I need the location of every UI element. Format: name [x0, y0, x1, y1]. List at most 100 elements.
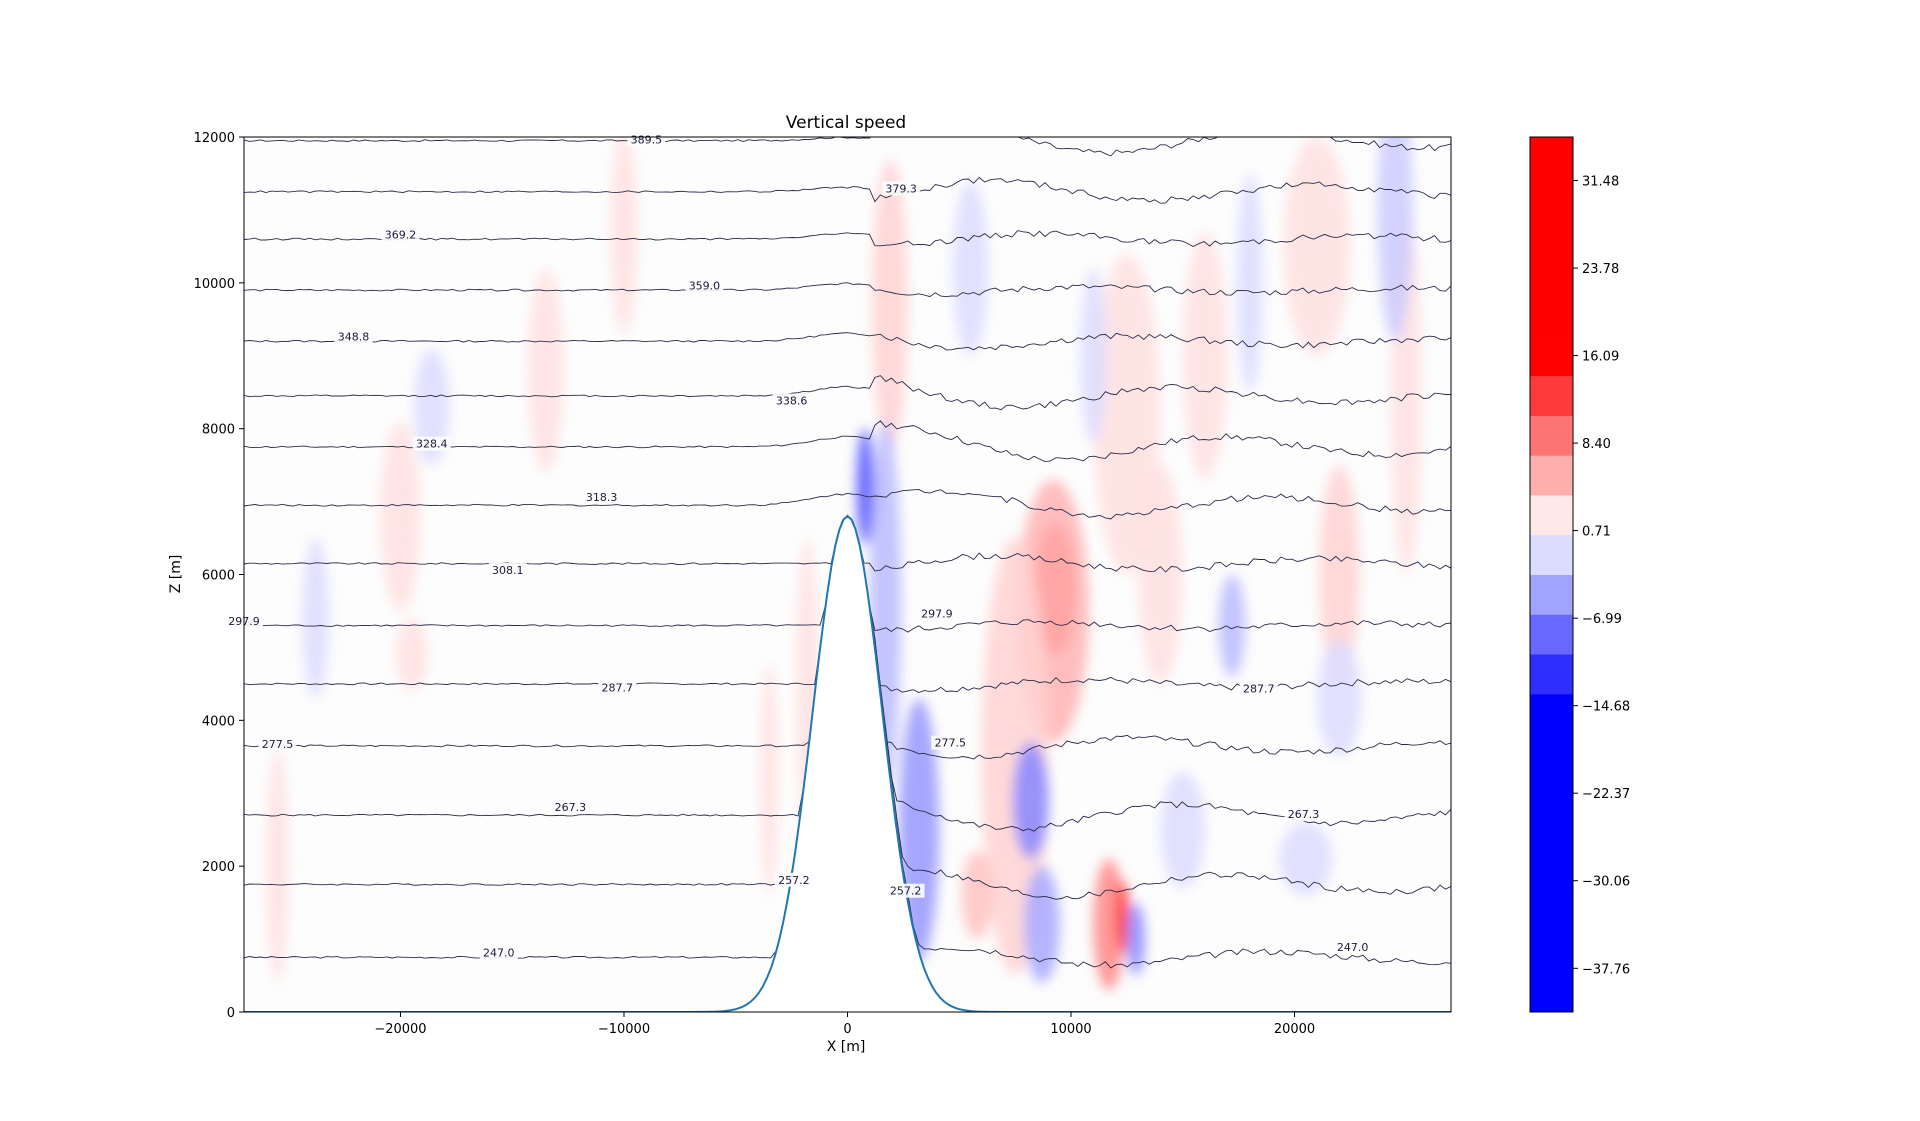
colorbar-tick-label: −30.06	[1582, 875, 1630, 890]
contour-label-background	[412, 436, 451, 451]
updraft-region	[1138, 465, 1183, 684]
colorbar-segment	[1530, 693, 1573, 735]
x-tick-label: 20000	[1274, 1022, 1315, 1037]
contour-labels: 369.2 379.3 389.5 359.0 348.8 338.6 328.4 318.3…	[225, 132, 1372, 960]
contour-label: 267.3	[555, 801, 587, 814]
colorbar-segment	[1530, 892, 1573, 933]
y-tick-label: 2000	[202, 860, 235, 875]
updraft-region	[1182, 231, 1228, 480]
contour-label-background	[551, 799, 590, 814]
downdraft-region	[1278, 822, 1333, 896]
downdraft-region	[1218, 574, 1246, 677]
theta-contour-line	[244, 176, 1451, 204]
contour-label-background	[627, 132, 666, 147]
downdraft-region	[1160, 771, 1206, 889]
contour-label-background	[381, 227, 420, 242]
contour-label: 328.4	[416, 438, 448, 451]
updraft-region	[872, 158, 908, 451]
colorbar-tick-label: 0.71	[1582, 525, 1611, 540]
updraft-region	[1319, 465, 1360, 684]
contour-label-background	[1284, 807, 1323, 822]
chart-title: Vertical speed	[786, 113, 906, 133]
colorbar: 31.48 23.78 16.09 8.40 0.71 −6.99 −14.68 −22.37…	[1529, 136, 1630, 1013]
updraft-region	[1093, 253, 1161, 575]
contour-label: 379.3	[885, 183, 917, 196]
theta-contour-line	[244, 332, 1451, 351]
contour-label-background	[598, 680, 637, 695]
contour-label: 308.1	[492, 564, 524, 577]
colorbar-segment	[1530, 176, 1573, 218]
colorbar-tick-label: 23.78	[1582, 262, 1619, 277]
x-tick-label: 10000	[1050, 1022, 1091, 1037]
theta-contour-line	[244, 282, 1451, 298]
contour-label: 338.6	[776, 395, 808, 408]
colorbar-segment	[1530, 415, 1573, 456]
contour-label: 297.9	[921, 608, 953, 621]
contour-label: 277.5	[935, 737, 967, 750]
y-tick-label: 10000	[194, 277, 235, 292]
x-tick-label: −10000	[598, 1022, 650, 1037]
y-axis-label: Z [m]	[168, 555, 184, 594]
contour-label: 348.8	[338, 331, 370, 344]
y-tick-label: 8000	[202, 423, 235, 438]
contour-label-background	[334, 329, 373, 344]
contour-label-background	[886, 883, 925, 898]
updraft-region	[760, 662, 779, 896]
x-tick-label: −20000	[374, 1022, 426, 1037]
colorbar-segment	[1530, 335, 1573, 377]
contour-label: 287.7	[602, 681, 634, 694]
contour-label: 318.3	[586, 491, 618, 504]
colorbar-segment	[1530, 852, 1573, 894]
contour-label-background	[1239, 681, 1278, 696]
plot-area: 369.2 379.3 389.5 359.0 348.8 338.6 328.4 318.3…	[225, 132, 1452, 1013]
contour-label-background	[685, 278, 724, 293]
y-tick-label: 12000	[194, 131, 235, 146]
contour-label: 287.7	[1243, 683, 1275, 696]
y-tick-label: 0	[227, 1006, 235, 1021]
downdraft-region	[1316, 640, 1362, 757]
theta-contour-line	[244, 375, 1451, 411]
contour-label-background	[258, 737, 297, 752]
downdraft-region	[413, 348, 450, 466]
updraft-region	[527, 268, 564, 473]
contour-label-background	[1333, 939, 1372, 954]
updraft-region	[610, 137, 638, 334]
terrain-profile	[244, 514, 1451, 1012]
colorbar-tick-label: 16.09	[1582, 350, 1619, 365]
colorbar-segment	[1530, 455, 1573, 496]
colorbar-segment	[1530, 534, 1573, 575]
theta-contour-line	[244, 489, 1451, 520]
contour-label-background	[582, 489, 621, 504]
colorbar-tick-label: −6.99	[1582, 612, 1622, 627]
colorbar-segment	[1530, 375, 1573, 416]
colorbar-segment	[1530, 654, 1573, 695]
contour-label: 369.2	[385, 228, 417, 241]
contour-label-background	[479, 945, 518, 960]
colorbar-segment	[1530, 972, 1573, 1013]
colorbar-segment	[1530, 137, 1573, 178]
y-tick-label: 6000	[202, 569, 235, 584]
contour-label: 247.0	[1337, 941, 1369, 954]
updraft-region	[981, 538, 1049, 976]
contour-label: 257.2	[778, 874, 810, 887]
downdraft-region	[1024, 866, 1060, 983]
y-tick-label: 4000	[202, 714, 235, 729]
downdraft-region	[1236, 173, 1264, 393]
terrain-fill	[244, 516, 1451, 1012]
contour-label: 267.3	[1288, 808, 1320, 821]
downdraft-region	[856, 428, 875, 546]
colorbar-segment	[1530, 216, 1573, 257]
contour-label: 277.5	[262, 738, 294, 751]
theta-contours	[244, 137, 1451, 969]
colorbar-tick-label: 31.48	[1582, 174, 1619, 189]
theta-contour-line	[244, 230, 1451, 248]
x-axis: −20000 −10000 0 10000 20000	[374, 1012, 1315, 1037]
colorbar-tick-label: −37.76	[1582, 962, 1630, 977]
contour-label: 359.0	[689, 279, 721, 292]
colorbar-segment	[1530, 296, 1573, 337]
contour-label-background	[931, 735, 970, 750]
colorbar-segment	[1530, 614, 1573, 655]
updraft-region	[1115, 880, 1130, 954]
colorbar-tick-label: −14.68	[1582, 700, 1630, 715]
colorbar-segment	[1530, 494, 1573, 536]
